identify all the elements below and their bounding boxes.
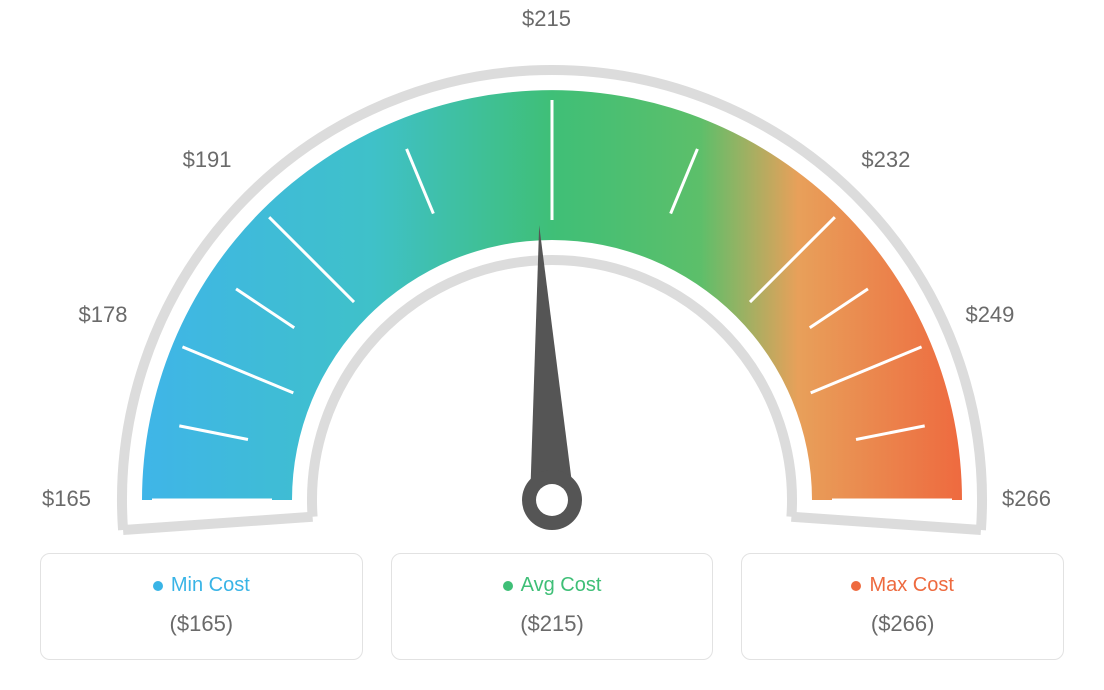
- dot-icon-min: [153, 581, 163, 591]
- legend-value: ($165): [51, 611, 352, 637]
- legend-title-max: Max Cost: [851, 574, 953, 597]
- gauge-tick-label: $266: [1002, 486, 1051, 512]
- legend-card-min: Min Cost ($165): [40, 553, 363, 660]
- legend-row: Min Cost ($165) Avg Cost ($215) Max Cost…: [40, 553, 1064, 660]
- gauge-tick-label: $232: [861, 147, 910, 173]
- gauge-svg: [0, 0, 1104, 540]
- legend-value: ($266): [752, 611, 1053, 637]
- gauge-needle: [530, 225, 574, 501]
- dot-icon-max: [851, 581, 861, 591]
- legend-card-avg: Avg Cost ($215): [391, 553, 714, 660]
- gauge-tick-label: $178: [79, 302, 128, 328]
- legend-label: Avg Cost: [521, 574, 602, 597]
- legend-card-max: Max Cost ($266): [741, 553, 1064, 660]
- legend-title-min: Min Cost: [153, 574, 250, 597]
- gauge-chart-container: $165 $178 $191 $215 $232 $249 $266 Min Cost ($…: [0, 0, 1104, 690]
- gauge-tick-label: $165: [42, 486, 91, 512]
- gauge-frame-cap: [123, 517, 313, 530]
- dot-icon-avg: [503, 581, 513, 591]
- gauge-tick-label: $215: [522, 6, 571, 32]
- gauge-area: $165 $178 $191 $215 $232 $249 $266: [0, 0, 1104, 540]
- gauge-frame-cap: [791, 517, 981, 530]
- gauge-hub-inner: [536, 484, 568, 516]
- legend-value: ($215): [402, 611, 703, 637]
- gauge-tick-label: $191: [183, 147, 232, 173]
- gauge-tick-label: $249: [965, 302, 1014, 328]
- legend-label: Min Cost: [171, 574, 250, 597]
- legend-label: Max Cost: [869, 574, 953, 597]
- legend-title-avg: Avg Cost: [503, 574, 602, 597]
